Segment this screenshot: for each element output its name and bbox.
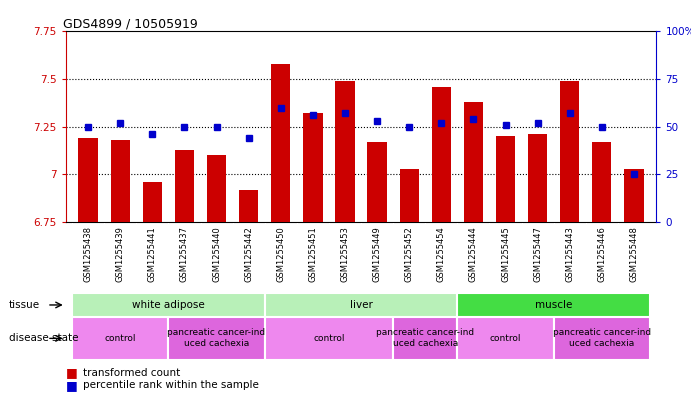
Bar — [457, 293, 650, 317]
Text: ■: ■ — [66, 366, 77, 379]
Bar — [79, 138, 97, 222]
Bar — [271, 64, 290, 222]
Text: GSM1255449: GSM1255449 — [372, 226, 381, 282]
Text: GSM1255452: GSM1255452 — [405, 226, 414, 282]
Text: GSM1255439: GSM1255439 — [115, 226, 125, 282]
Text: ■: ■ — [66, 378, 77, 392]
Text: control: control — [313, 334, 345, 343]
Text: GSM1255440: GSM1255440 — [212, 226, 221, 282]
Text: liver: liver — [350, 300, 372, 310]
Text: white adipose: white adipose — [132, 300, 205, 310]
Bar — [143, 182, 162, 222]
Bar — [625, 169, 643, 222]
Text: GSM1255437: GSM1255437 — [180, 226, 189, 282]
Bar — [496, 136, 515, 222]
Text: GSM1255442: GSM1255442 — [244, 226, 253, 282]
Text: GDS4899 / 10505919: GDS4899 / 10505919 — [63, 17, 198, 30]
Bar — [335, 81, 354, 222]
Bar — [560, 81, 579, 222]
Text: GSM1255441: GSM1255441 — [148, 226, 157, 282]
Text: GSM1255450: GSM1255450 — [276, 226, 285, 282]
Text: GSM1255451: GSM1255451 — [308, 226, 317, 282]
Bar — [464, 102, 483, 222]
Text: transformed count: transformed count — [83, 367, 180, 378]
Bar — [265, 317, 393, 360]
Text: GSM1255448: GSM1255448 — [630, 226, 638, 282]
Text: GSM1255453: GSM1255453 — [341, 226, 350, 282]
Text: pancreatic cancer-ind
uced cachexia: pancreatic cancer-ind uced cachexia — [376, 328, 474, 349]
Bar — [239, 190, 258, 222]
Bar — [111, 140, 130, 222]
Text: GSM1255444: GSM1255444 — [469, 226, 478, 282]
Text: GSM1255454: GSM1255454 — [437, 226, 446, 282]
Bar — [399, 169, 419, 222]
Bar — [432, 87, 451, 222]
Text: GSM1255446: GSM1255446 — [597, 226, 607, 282]
Bar — [368, 142, 387, 222]
Text: GSM1255445: GSM1255445 — [501, 226, 510, 282]
Text: pancreatic cancer-ind
uced cachexia: pancreatic cancer-ind uced cachexia — [553, 328, 651, 349]
Text: disease state: disease state — [9, 333, 79, 343]
Text: pancreatic cancer-ind
uced cachexia: pancreatic cancer-ind uced cachexia — [167, 328, 265, 349]
Text: muscle: muscle — [535, 300, 572, 310]
Bar — [592, 142, 612, 222]
Bar — [303, 114, 323, 222]
Bar — [72, 317, 169, 360]
Text: percentile rank within the sample: percentile rank within the sample — [83, 380, 259, 390]
Bar — [393, 317, 457, 360]
Bar — [72, 293, 265, 317]
Bar — [207, 155, 226, 222]
Bar — [175, 150, 194, 222]
Text: tissue: tissue — [9, 300, 40, 310]
Bar — [169, 317, 265, 360]
Bar — [265, 293, 457, 317]
Bar — [553, 317, 650, 360]
Text: GSM1255447: GSM1255447 — [533, 226, 542, 282]
Bar — [457, 317, 553, 360]
Text: control: control — [490, 334, 521, 343]
Text: GSM1255438: GSM1255438 — [84, 226, 93, 282]
Bar — [528, 134, 547, 222]
Text: GSM1255443: GSM1255443 — [565, 226, 574, 282]
Text: control: control — [104, 334, 136, 343]
